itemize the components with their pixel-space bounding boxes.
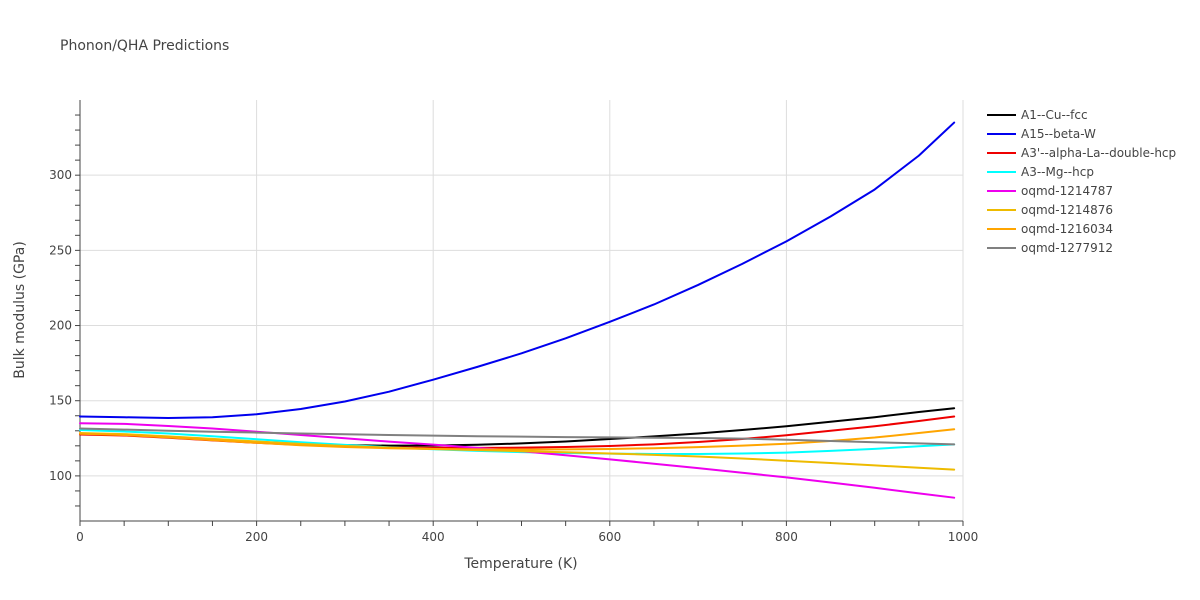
chart-title: Phonon/QHA Predictions [60,38,229,54]
legend-label: oqmd-1277912 [1021,241,1113,255]
legend-label: oqmd-1214787 [1021,184,1113,198]
x-tick-label: 0 [76,530,84,544]
legend-label: A3--Mg--hcp [1021,165,1094,179]
legend-item[interactable]: A15--beta-W [987,127,1096,141]
series-layer [79,121,956,499]
x-tick-label: 600 [598,530,621,544]
legend-label: A1--Cu--fcc [1021,108,1088,122]
legend-label: A15--beta-W [1021,127,1096,141]
legend-item[interactable]: A1--Cu--fcc [987,108,1088,122]
grid [80,100,964,521]
series-line-1[interactable] [79,121,956,420]
x-tick-label: 800 [775,530,798,544]
y-tick-label: 300 [49,168,72,182]
series-line-6[interactable] [79,428,956,451]
x-tick-label: 400 [422,530,445,544]
y-axis-title: Bulk modulus (GPa) [12,241,28,379]
legend-label: oqmd-1214876 [1021,203,1113,217]
legend-label: oqmd-1216034 [1021,222,1113,236]
series-line-7[interactable] [79,427,956,446]
legend-item[interactable]: oqmd-1277912 [987,241,1113,255]
legend[interactable]: A1--Cu--fcc A15--beta-W A3'--alpha-La--dou… [987,108,1176,255]
x-tick-label: 1000 [948,530,979,544]
legend-item[interactable]: oqmd-1216034 [987,222,1113,236]
legend-item[interactable]: oqmd-1214787 [987,184,1113,198]
legend-label: A3'--alpha-La--double-hcp [1021,146,1176,160]
legend-item[interactable]: A3--Mg--hcp [987,165,1094,179]
series-line-5[interactable] [79,432,956,471]
axes [75,100,964,526]
x-axis-title: Temperature (K) [463,556,577,572]
y-tick-label: 200 [49,319,72,333]
y-tick-label: 250 [49,243,72,257]
y-tick-label: 150 [49,394,72,408]
legend-item[interactable]: oqmd-1214876 [987,203,1113,217]
y-tick-label: 100 [49,469,72,483]
x-tick-label: 200 [245,530,268,544]
legend-item[interactable]: A3'--alpha-La--double-hcp [987,146,1176,160]
tick-labels: 0 200 400 600 800 1000 100 150 200 250 300 [49,168,978,544]
